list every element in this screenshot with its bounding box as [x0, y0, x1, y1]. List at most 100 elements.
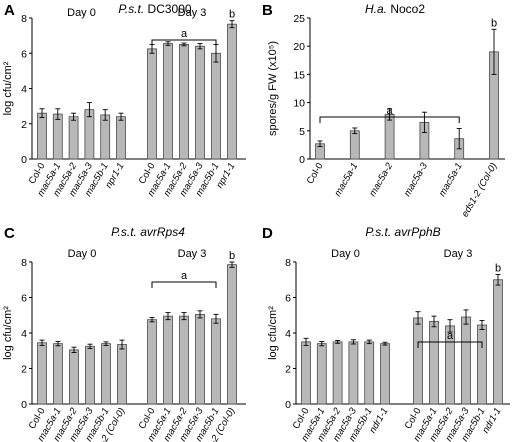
panel-title: P.s.t. avrRps4 [111, 225, 185, 239]
category-label: mac5a-2 [367, 160, 395, 198]
bar [493, 279, 503, 405]
bar [227, 264, 237, 405]
bar [211, 52, 221, 160]
y-axis-label: log cfu/cm² [2, 306, 14, 360]
bar [116, 116, 126, 160]
bar [413, 317, 423, 405]
panel-title-italic: P.s.t. [118, 2, 144, 16]
bar [163, 43, 173, 160]
bar [301, 341, 311, 405]
y-tick-label: 4 [21, 328, 27, 340]
bracket-label: a [181, 28, 188, 40]
bar [461, 316, 471, 405]
bar [364, 341, 375, 405]
bar [37, 112, 47, 160]
bar [53, 343, 63, 405]
top-label: b [491, 17, 497, 29]
y-tick-label: 15 [293, 69, 305, 81]
y-tick-label: 6 [21, 48, 27, 60]
category-label: mac5a-1 [332, 161, 360, 199]
bar [195, 45, 205, 160]
group-label: Day 3 [444, 248, 473, 260]
significance-bracket [151, 39, 217, 46]
panel-title-rest: DC3000 [144, 2, 192, 16]
y-tick-label: 0 [285, 399, 291, 411]
y-tick-label: 25 [293, 13, 305, 25]
category-label: mac5a-3 [402, 160, 430, 198]
bar [384, 114, 395, 160]
y-axis-label: log cfu/cm² [2, 61, 14, 115]
bar [100, 114, 111, 160]
y-tick-label: 6 [285, 293, 291, 305]
category-label: mac5a-1 [437, 161, 465, 199]
panel-title-rest: Noco2 [387, 2, 425, 16]
panel-b: B H.a. Noco2 spores/g FW (x10⁵) 0 5 10 15 20 25 C… [262, 2, 505, 219]
y-tick-label: 8 [21, 257, 27, 269]
top-label: b [229, 9, 235, 21]
bar [349, 130, 360, 160]
bar [68, 116, 79, 160]
y-axis-label: spores/g FW (x10⁵) [267, 41, 279, 136]
bar [117, 344, 127, 405]
group-label: Day 3 [178, 7, 207, 19]
y-tick-label: 2 [285, 364, 291, 376]
panel-letter: D [262, 225, 273, 242]
bracket-label: a [387, 105, 394, 117]
significance-bracket [151, 281, 217, 288]
y-tick-label: 0 [21, 154, 27, 166]
bracket-label: a [181, 270, 188, 282]
group-label: Day 3 [178, 248, 207, 260]
y-tick-label: 2 [21, 364, 27, 376]
group-label: Day 0 [331, 248, 360, 260]
bar [52, 113, 63, 160]
panel-letter: C [4, 225, 15, 242]
panel-letter: A [4, 2, 15, 19]
panel-title: P.s.t. DC3000 [118, 2, 191, 16]
bar [227, 23, 237, 160]
bar [69, 349, 79, 405]
bar [163, 315, 173, 405]
y-tick-label: 6 [21, 293, 27, 305]
bar [85, 345, 95, 405]
panel-title: P.s.t. avrPphB [365, 225, 440, 239]
top-label: b [229, 250, 235, 262]
panel-title-italic: P.s.t. avrPphB [365, 225, 440, 239]
panel-title-italic: H.a. [365, 2, 387, 16]
category-label: Col-0 [305, 161, 326, 186]
top-label: b [495, 262, 501, 274]
bar [211, 318, 221, 405]
panel-title-italic: P.s.t. avrRps4 [111, 225, 185, 239]
significance-bracket [417, 341, 483, 348]
bar [332, 341, 343, 405]
bar [147, 48, 157, 160]
group-label: Day 0 [68, 248, 97, 260]
significance-bracket [319, 116, 460, 123]
y-tick-label: 5 [299, 126, 305, 138]
y-tick-label: 4 [21, 84, 27, 96]
group-label: Day 0 [67, 7, 96, 19]
y-tick-label: 0 [21, 399, 27, 411]
bar [179, 315, 189, 405]
y-axis-label: log cfu/cm² [267, 306, 279, 360]
bar [429, 321, 439, 405]
panel-letter: B [262, 2, 273, 19]
bar [380, 343, 390, 405]
y-tick-label: 0 [299, 154, 305, 166]
y-tick-label: 4 [285, 328, 291, 340]
bar [316, 343, 327, 405]
bar [101, 343, 111, 405]
bar [348, 341, 359, 405]
bar [195, 313, 205, 405]
bar [179, 44, 189, 160]
bar [147, 319, 157, 405]
bar [37, 342, 47, 405]
y-tick-label: 8 [285, 257, 291, 269]
y-tick-label: 10 [293, 98, 305, 110]
bracket-label: a [447, 330, 454, 342]
y-tick-label: 2 [21, 119, 27, 131]
category-label: eds1-2 (Col-0) [460, 161, 500, 219]
